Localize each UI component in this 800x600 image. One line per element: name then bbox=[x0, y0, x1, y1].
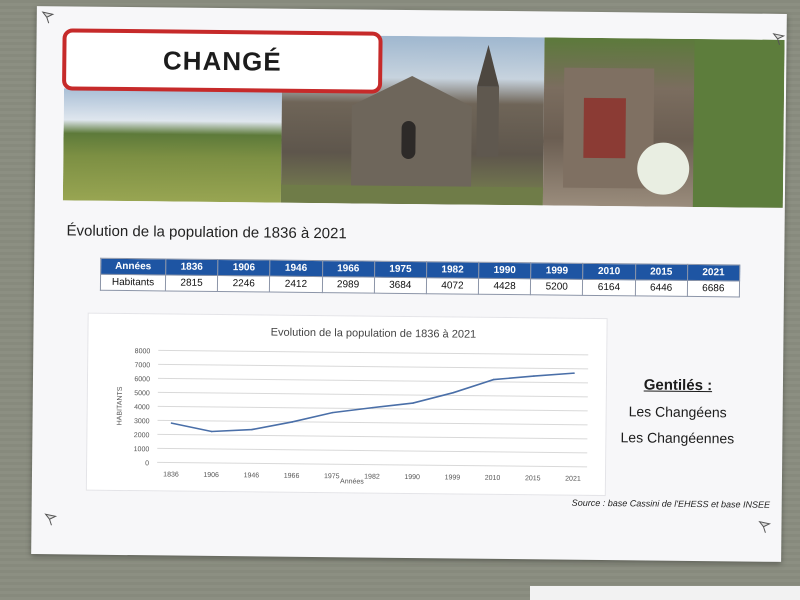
gridline bbox=[157, 419, 588, 426]
pushpin-icon bbox=[41, 11, 55, 24]
gridline bbox=[157, 447, 588, 454]
x-tick-label: 2021 bbox=[565, 476, 581, 483]
data-point bbox=[573, 372, 575, 374]
paper-strip bbox=[530, 586, 630, 600]
year-cell: 2010 bbox=[582, 263, 636, 280]
y-tick-label: 7000 bbox=[135, 362, 151, 369]
inhabitants-row-label: Habitants bbox=[100, 274, 166, 291]
pushpin-icon bbox=[772, 33, 786, 46]
y-tick-label: 0 bbox=[145, 460, 149, 467]
inhabitants-cell: 3684 bbox=[374, 277, 427, 294]
data-point bbox=[371, 406, 374, 409]
year-cell: 1982 bbox=[426, 261, 479, 279]
y-tick-label: 5000 bbox=[134, 390, 150, 397]
inhabitants-cell: 4072 bbox=[426, 277, 479, 295]
population-table: Années 1836 1906 1946 1966 1975 1982 1990 1999 2… bbox=[100, 258, 740, 298]
x-tick-label: 2010 bbox=[485, 475, 501, 482]
inhabitants-cell: 2412 bbox=[269, 276, 323, 293]
landscape-photo bbox=[62, 88, 283, 203]
y-tick-label: 3000 bbox=[134, 418, 150, 425]
chart-svg: Evolution de la population de 1836 à 202… bbox=[117, 327, 589, 486]
data-point bbox=[533, 375, 535, 377]
year-cell: 1906 bbox=[217, 259, 271, 277]
gridline bbox=[157, 377, 588, 384]
data-point bbox=[412, 402, 414, 404]
church-photo bbox=[280, 34, 545, 206]
inhabitants-cell: 6686 bbox=[687, 280, 740, 297]
year-cell: 2021 bbox=[687, 264, 740, 281]
x-tick-label: 1906 bbox=[203, 472, 219, 479]
gridline bbox=[157, 391, 588, 398]
town-title-box: CHANGÉ bbox=[62, 28, 383, 94]
y-tick-label: 6000 bbox=[134, 376, 150, 383]
gentiles-block: Gentilés : Les Changéens Les Changéennes bbox=[612, 376, 743, 456]
y-tick-label: 8000 bbox=[135, 348, 151, 355]
pushpin-icon bbox=[758, 520, 772, 533]
x-tick-label: 1990 bbox=[404, 474, 420, 481]
gentile-masculine: Les Changéens bbox=[628, 403, 727, 421]
gridline bbox=[158, 349, 589, 356]
years-row-label: Années bbox=[100, 258, 166, 275]
year-cell: 1836 bbox=[165, 258, 218, 276]
data-point bbox=[492, 378, 495, 381]
data-point bbox=[251, 428, 253, 431]
data-point bbox=[210, 430, 213, 433]
poster: CHANGÉ Évolution de la population de 183… bbox=[31, 6, 787, 562]
inhabitants-cell: 2815 bbox=[165, 274, 218, 292]
gridline bbox=[157, 405, 588, 412]
x-tick-label: 1836 bbox=[163, 471, 179, 478]
y-tick-label: 4000 bbox=[134, 404, 150, 411]
bread-oven-photo bbox=[542, 37, 785, 208]
data-point bbox=[170, 422, 173, 424]
inhabitants-cell: 2989 bbox=[321, 276, 375, 294]
chart-title: Evolution de la population de 1836 à 202… bbox=[271, 327, 477, 341]
data-point bbox=[291, 421, 293, 423]
year-cell: 1966 bbox=[322, 260, 375, 278]
data-point bbox=[331, 411, 334, 414]
y-tick-label: 1000 bbox=[134, 446, 150, 453]
gridline bbox=[158, 363, 589, 370]
data-point bbox=[452, 391, 455, 394]
year-cell: 1946 bbox=[269, 260, 323, 277]
gentiles-title: Gentilés : bbox=[643, 376, 713, 395]
inhabitants-cell: 5200 bbox=[530, 278, 583, 296]
x-tick-label: 2015 bbox=[525, 475, 541, 482]
x-tick-label: 1946 bbox=[244, 472, 260, 479]
paper-strip bbox=[610, 586, 800, 600]
church-illustration bbox=[280, 44, 544, 206]
town-title: CHANGÉ bbox=[162, 44, 282, 77]
year-cell: 1990 bbox=[478, 262, 531, 279]
inhabitants-cell: 4428 bbox=[478, 278, 531, 295]
population-chart: Evolution de la population de 1836 à 202… bbox=[85, 312, 608, 497]
x-tick-label: 1999 bbox=[445, 474, 461, 481]
section-subtitle: Évolution de la population de 1836 à 202… bbox=[66, 222, 347, 243]
x-tick-label: 1975 bbox=[324, 473, 340, 480]
x-tick-label: 1982 bbox=[364, 474, 380, 481]
y-tick-label: 2000 bbox=[134, 432, 150, 439]
pushpin-icon bbox=[44, 513, 58, 526]
inhabitants-cell: 6164 bbox=[582, 279, 636, 296]
year-cell: 1975 bbox=[374, 261, 427, 278]
gridline bbox=[157, 433, 588, 440]
x-tick-label: 1966 bbox=[284, 473, 300, 480]
y-axis-label: HABITANTS bbox=[117, 386, 124, 425]
gentile-feminine: Les Changéennes bbox=[620, 429, 735, 447]
gridline bbox=[157, 461, 588, 468]
year-cell: 1999 bbox=[530, 262, 584, 280]
photo-banner bbox=[62, 32, 785, 208]
inhabitants-cell: 2246 bbox=[217, 275, 270, 293]
source-note: Source : base Cassini de l'EHESS et base… bbox=[571, 497, 771, 510]
inhabitants-cell: 6446 bbox=[634, 279, 688, 297]
x-axis-label: Années bbox=[340, 478, 364, 485]
bread-oven-illustration bbox=[563, 38, 785, 208]
year-cell: 2015 bbox=[635, 263, 688, 281]
